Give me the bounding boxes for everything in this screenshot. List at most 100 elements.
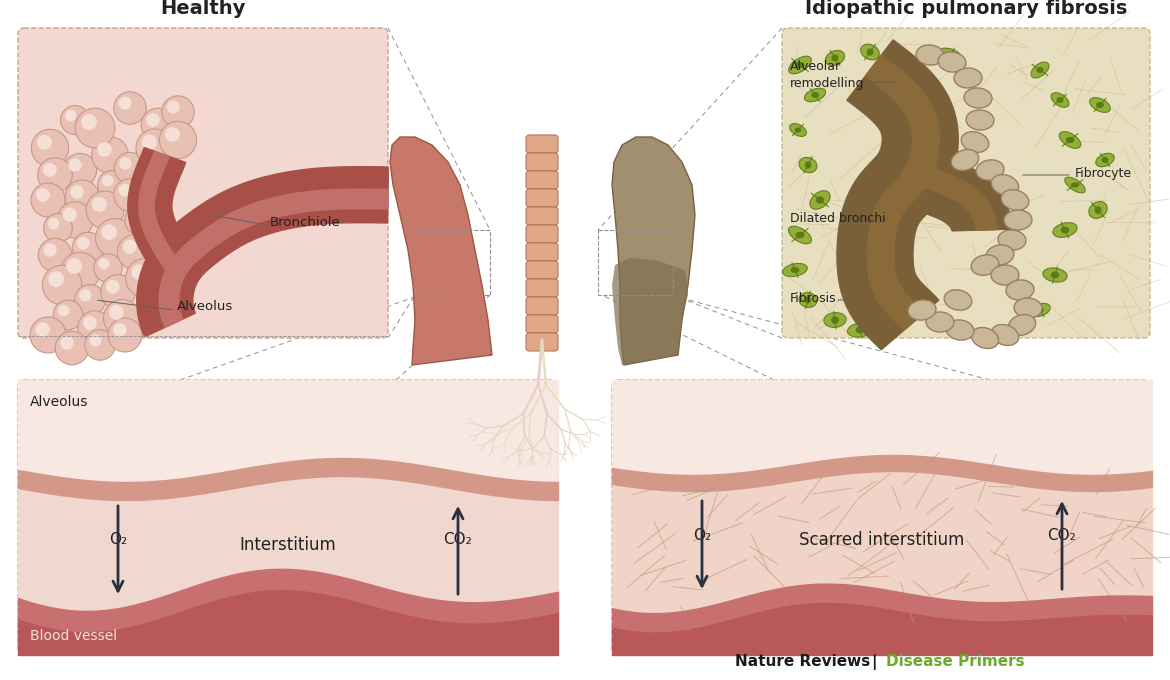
Circle shape: [70, 185, 84, 199]
Ellipse shape: [1051, 92, 1069, 107]
Bar: [598, 230, 673, 295]
FancyBboxPatch shape: [526, 171, 558, 189]
Polygon shape: [866, 55, 940, 330]
Polygon shape: [908, 162, 997, 231]
Ellipse shape: [916, 45, 944, 65]
Ellipse shape: [796, 62, 805, 68]
Circle shape: [84, 330, 115, 360]
Ellipse shape: [1096, 102, 1104, 108]
Ellipse shape: [1031, 62, 1049, 78]
Polygon shape: [612, 258, 688, 365]
Text: Idiopathic pulmonary fibrosis: Idiopathic pulmonary fibrosis: [805, 0, 1127, 18]
Circle shape: [57, 202, 94, 238]
Circle shape: [109, 305, 124, 320]
Polygon shape: [159, 189, 388, 327]
Circle shape: [55, 331, 89, 364]
Circle shape: [159, 122, 197, 158]
Circle shape: [130, 209, 142, 222]
Circle shape: [42, 265, 82, 305]
Text: Alveolus: Alveolus: [177, 301, 233, 313]
Circle shape: [61, 252, 99, 292]
Ellipse shape: [962, 132, 989, 152]
Circle shape: [43, 163, 56, 177]
Circle shape: [87, 191, 124, 229]
Circle shape: [36, 188, 49, 202]
Text: Fibrosis: Fibrosis: [790, 292, 837, 305]
Ellipse shape: [861, 44, 880, 60]
Circle shape: [43, 243, 56, 256]
Circle shape: [75, 108, 115, 148]
Ellipse shape: [1061, 226, 1069, 233]
Circle shape: [97, 171, 126, 199]
Ellipse shape: [790, 124, 806, 137]
Circle shape: [81, 114, 97, 130]
Ellipse shape: [831, 316, 839, 324]
Circle shape: [78, 311, 112, 345]
FancyBboxPatch shape: [526, 333, 558, 351]
Ellipse shape: [789, 56, 812, 74]
Ellipse shape: [951, 150, 978, 171]
FancyBboxPatch shape: [526, 225, 558, 243]
Circle shape: [62, 207, 77, 222]
Ellipse shape: [855, 326, 865, 333]
Circle shape: [106, 280, 119, 294]
Circle shape: [108, 318, 142, 352]
Circle shape: [142, 108, 174, 142]
Polygon shape: [139, 151, 179, 271]
Ellipse shape: [1065, 177, 1086, 193]
FancyBboxPatch shape: [18, 380, 558, 655]
Text: CO₂: CO₂: [1047, 528, 1076, 543]
FancyBboxPatch shape: [612, 380, 1152, 655]
Circle shape: [115, 152, 145, 184]
Ellipse shape: [1037, 67, 1044, 73]
Ellipse shape: [945, 52, 955, 58]
Ellipse shape: [971, 328, 999, 349]
Ellipse shape: [1059, 131, 1081, 148]
Ellipse shape: [1095, 206, 1101, 214]
Ellipse shape: [1014, 298, 1042, 318]
Ellipse shape: [805, 88, 826, 102]
FancyBboxPatch shape: [526, 279, 558, 297]
Ellipse shape: [825, 50, 845, 65]
Text: Fibrocyte: Fibrocyte: [1075, 167, 1133, 180]
Circle shape: [131, 265, 147, 280]
Circle shape: [96, 218, 135, 258]
Ellipse shape: [947, 320, 973, 340]
Text: Healthy: Healthy: [160, 0, 246, 18]
Circle shape: [166, 101, 180, 114]
Ellipse shape: [944, 290, 972, 310]
Circle shape: [102, 175, 113, 186]
Text: Dilated bronchi: Dilated bronchi: [790, 211, 886, 224]
Circle shape: [83, 316, 97, 330]
Text: CO₂: CO₂: [443, 532, 473, 547]
Circle shape: [94, 254, 122, 282]
Circle shape: [161, 96, 194, 129]
FancyBboxPatch shape: [782, 28, 1150, 338]
Ellipse shape: [1096, 153, 1114, 167]
Circle shape: [142, 135, 157, 150]
Text: Interstitium: Interstitium: [240, 536, 337, 554]
Ellipse shape: [1009, 315, 1035, 335]
Ellipse shape: [847, 323, 873, 337]
Ellipse shape: [1057, 97, 1064, 103]
Ellipse shape: [1051, 271, 1059, 278]
Circle shape: [91, 137, 129, 173]
Circle shape: [68, 158, 82, 171]
Circle shape: [98, 258, 110, 269]
Circle shape: [103, 299, 140, 337]
Ellipse shape: [815, 197, 824, 204]
Ellipse shape: [783, 263, 807, 277]
Circle shape: [101, 275, 136, 309]
Circle shape: [63, 154, 97, 186]
Ellipse shape: [796, 232, 805, 238]
Text: Scarred interstitium: Scarred interstitium: [799, 531, 965, 549]
Ellipse shape: [1066, 137, 1074, 143]
Circle shape: [113, 92, 146, 124]
Circle shape: [91, 197, 106, 212]
Text: O₂: O₂: [109, 532, 128, 547]
Text: Bronchiole: Bronchiole: [270, 216, 340, 228]
Circle shape: [80, 289, 91, 301]
Circle shape: [64, 110, 76, 122]
Polygon shape: [837, 40, 958, 350]
Ellipse shape: [791, 267, 799, 273]
